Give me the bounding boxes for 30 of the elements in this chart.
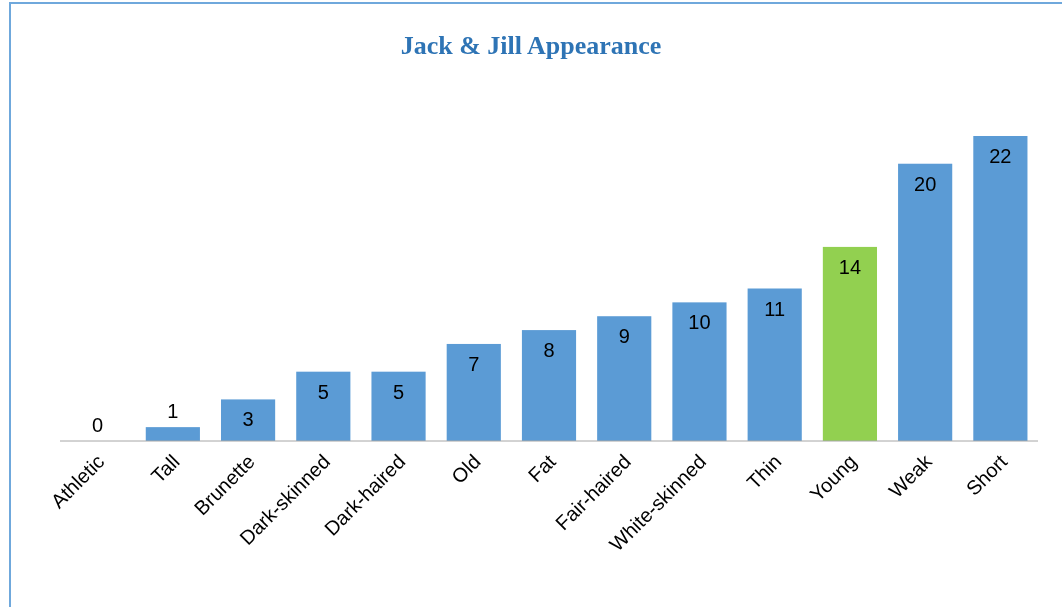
data-label: 11 <box>764 297 786 320</box>
chart-title: Jack & Jill Appearance <box>400 31 662 60</box>
data-label: 5 <box>392 380 405 403</box>
data-label: 9 <box>618 325 630 348</box>
bar <box>371 371 426 441</box>
bar <box>672 302 727 441</box>
bar <box>220 399 276 441</box>
bar <box>973 136 1028 441</box>
bar <box>296 371 351 441</box>
data-label: 20 <box>914 172 937 195</box>
bar <box>822 246 878 441</box>
data-label: 1 <box>167 400 179 423</box>
data-label: 8 <box>543 339 555 362</box>
bar <box>898 163 953 441</box>
x-tick-label: Tall <box>146 450 184 488</box>
data-label: 14 <box>838 255 862 278</box>
bar <box>597 316 652 441</box>
data-label: 7 <box>468 352 480 375</box>
bar <box>747 288 802 441</box>
data-label: 3 <box>242 408 254 431</box>
data-label: 10 <box>688 311 711 334</box>
data-label: 22 <box>989 145 1012 167</box>
x-tick-label: Fat <box>523 449 561 487</box>
x-tick-label: Thin <box>742 450 786 494</box>
bar <box>145 427 200 441</box>
x-tick-label: Old <box>447 450 485 488</box>
bar <box>521 330 577 441</box>
data-label: 5 <box>317 380 329 403</box>
data-label: 0 <box>92 414 104 436</box>
bar <box>446 343 501 441</box>
